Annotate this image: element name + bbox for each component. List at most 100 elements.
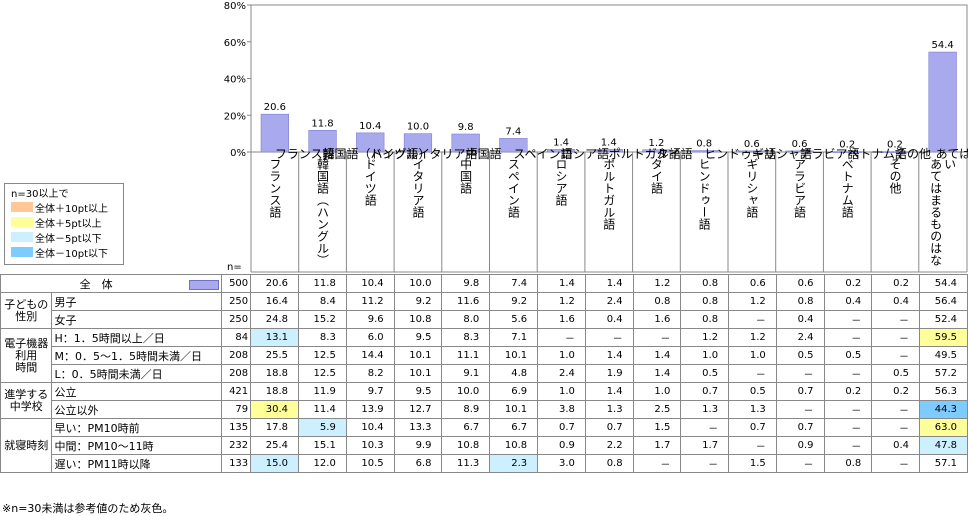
category-label: ヒンドゥー語 (704, 146, 776, 161)
table-row: L：0．5時間未満／日 208 18.8 12.5 8.2 10.1 9.1 4.8 2.4 1.… (1, 364, 968, 383)
bar-value-label: 0.2 (887, 140, 903, 151)
value-cell: － (823, 436, 873, 455)
bar (594, 149, 623, 153)
value-cell: 10.8 (441, 436, 491, 455)
n-cell: 208 (221, 364, 252, 383)
value-cell: 0.6 (728, 274, 777, 293)
category-label: 中国語 (466, 146, 502, 161)
table-row: 女子 250 24.8 15.2 9.6 10.8 8.0 5.6 1.6 0.4 1.6 0.8 － 0… (1, 310, 968, 329)
value-cell: 0.7 (728, 418, 777, 437)
value-cell: － (823, 328, 873, 347)
group-label-text: 進学する中学校 (4, 387, 49, 413)
category-label: イタリア語 (418, 146, 478, 161)
group-label: 進学する中学校 (0, 382, 53, 419)
bar (356, 132, 385, 153)
y-axis: 80% 60% 40% 20% 0% (224, 1, 251, 159)
value-cell: 9.5 (393, 328, 443, 347)
table-row: 中間：PM10～11時 232 25.4 15.1 10.3 9.9 10.8 10.8 0.9… (1, 436, 968, 455)
bar-value-label: 0.8 (696, 139, 712, 150)
value-cell: 0.5 (823, 346, 873, 365)
value-cell: 11.4 (297, 400, 347, 419)
bar (928, 51, 957, 153)
n-cell: 208 (221, 346, 252, 365)
value-cell: 9.6 (345, 310, 395, 329)
row-label: L：0．5時間未満／日 (51, 364, 223, 383)
value-cell: － (775, 454, 825, 473)
value-cell: － (728, 436, 777, 455)
value-cell: － (680, 454, 730, 473)
value-cell: 1.4 (632, 364, 682, 383)
value-cell: － (823, 400, 873, 419)
value-cell: － (680, 418, 730, 437)
y-tick-label: 20% (224, 111, 246, 122)
value-cell: － (728, 364, 777, 383)
value-cell: 9.9 (393, 436, 443, 455)
crosstab-table: 全 体 500 20.6 11.8 10.4 10.0 9.8 7.4 1.4 1.4 1.2 0.8… (0, 274, 968, 473)
value-cell: 0.5 (728, 382, 777, 401)
value-cell: － (823, 418, 873, 437)
legend-label: 全体＋10pt以上 (35, 203, 108, 215)
value-cell: 0.7 (775, 418, 825, 437)
value-cell: － (823, 310, 873, 329)
legend: n=30以上で 全体＋10pt以上 全体＋5pt以上 全体－5pt以下 全体－1… (4, 183, 124, 265)
total-label-text: 全 体 (79, 277, 113, 291)
value-cell: 0.8 (680, 310, 730, 329)
value-cell: 1.0 (680, 346, 730, 365)
value-cell: 1.4 (584, 346, 634, 365)
bar (499, 138, 528, 153)
bar-value-label: 10.0 (407, 122, 429, 133)
value-cell: 1.2 (728, 328, 777, 347)
value-cell: 0.7 (537, 418, 586, 437)
value-cell: － (632, 328, 682, 347)
value-cell: 8.3 (297, 328, 347, 347)
row-label: 女子 (51, 310, 223, 329)
category-label-grid: フランス語フランス語韓国語（ハングル）韓国語（ハングル）ドイツ語ドイツ語イタリア… (250, 146, 968, 273)
category-label: スペイン語 (513, 146, 572, 161)
legend-title: n=30以上で (11, 189, 69, 200)
value-cell: 0.8 (823, 454, 873, 473)
n-cell: 133 (221, 454, 252, 473)
value-cell: 3.8 (537, 400, 586, 419)
value-cell: 1.4 (537, 274, 586, 293)
n-cell: 135 (221, 418, 252, 437)
value-cell: 15.2 (297, 310, 347, 329)
bar-value-label: 1.4 (601, 137, 617, 148)
value-cell: 8.3 (441, 328, 491, 347)
value-cell: 1.0 (728, 346, 777, 365)
category-label-part: ヒンドゥー語 (697, 158, 711, 230)
value-cell: 0.6 (775, 274, 825, 293)
n-cell: 421 (221, 382, 252, 401)
value-cell: 1.4 (632, 346, 682, 365)
value-cell: 20.6 (250, 274, 299, 293)
value-cell: 10.1 (393, 346, 443, 365)
value-cell: 2.4 (584, 292, 634, 311)
row-label: 早い：PM10時前 (51, 418, 223, 437)
value-cell: 0.8 (584, 454, 634, 473)
value-cell: 1.6 (632, 310, 682, 329)
value-cell: 0.7 (680, 382, 730, 401)
value-cell: 12.5 (297, 364, 347, 383)
bar (880, 151, 910, 153)
row-label: M：0．5～1．5時間未満／日 (51, 346, 223, 365)
value-cell: 13.9 (345, 400, 395, 419)
n-cell: 250 (221, 310, 252, 329)
bar-chart: 80% 60% 40% 20% 0% 20.6 11.8 10.4 10.0 9.8 7.4 1.4… (224, 1, 968, 273)
value-cell: － (871, 346, 920, 365)
value-cell: 1.7 (680, 436, 730, 455)
value-cell: 0.7 (775, 382, 825, 401)
value-cell: 9.8 (441, 274, 491, 293)
category-label-part: その他 (888, 158, 902, 194)
value-cell: － (537, 328, 586, 347)
value-cell: 8.9 (441, 400, 491, 419)
bar-value-label: 9.8 (458, 122, 474, 133)
value-cell: 47.8 (919, 436, 968, 455)
value-cell: 59.5 (919, 328, 968, 347)
bar-value-label: 1.4 (553, 137, 569, 148)
value-cell: 15.0 (250, 454, 299, 473)
value-cell: 0.8 (680, 292, 730, 311)
value-cell: 2.4 (775, 328, 825, 347)
value-cell: 8.0 (441, 310, 491, 329)
value-cell: 57.1 (919, 454, 968, 473)
value-cell: 0.8 (775, 292, 825, 311)
n-cell: 232 (221, 436, 252, 455)
